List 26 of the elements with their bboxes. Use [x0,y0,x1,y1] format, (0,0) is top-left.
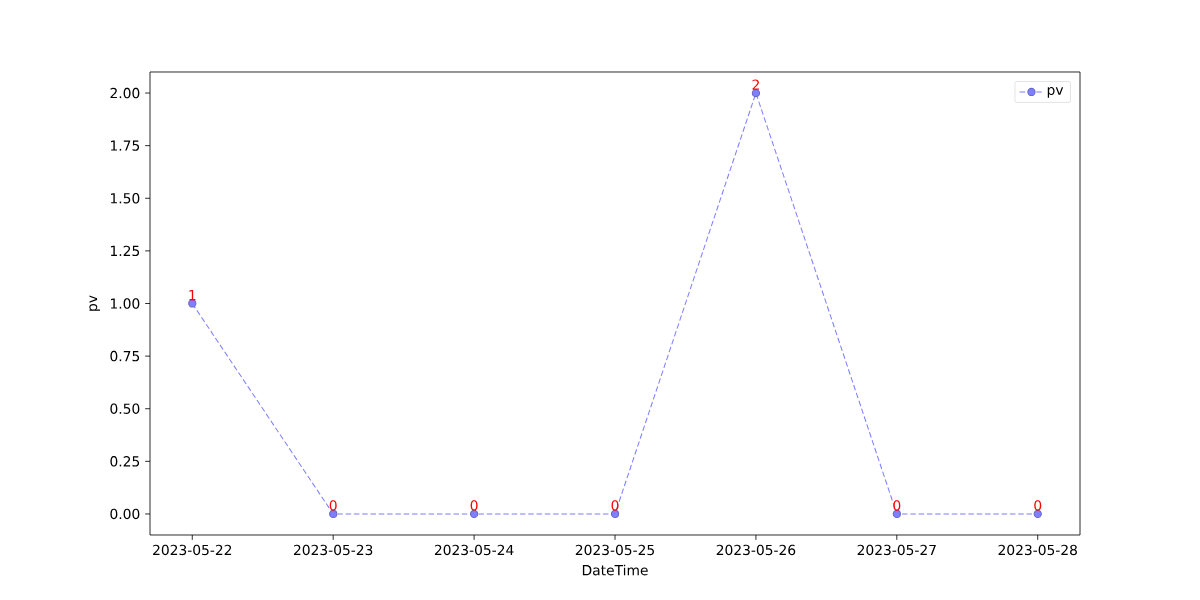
y-tick-label: 1.00 [110,298,140,309]
x-axis-title: DateTime [582,564,648,576]
data-label: 0 [893,500,901,511]
x-tick-label: 2023-05-25 [575,544,654,556]
y-tick-label: 1.50 [110,193,140,204]
y-tick-label: 0.50 [110,403,140,414]
legend-label: pv [1047,87,1064,98]
data-label: 1 [189,290,196,301]
x-tick-label: 2023-05-28 [998,544,1077,556]
y-tick-label: 1.75 [110,140,140,151]
y-tick-label: 1.25 [110,245,140,257]
y-tick-label: 2.00 [110,87,140,99]
y-axis-title: pv [89,295,100,311]
x-tick-label: 2023-05-27 [857,544,936,556]
data-label: 0 [470,500,478,511]
data-label: 0 [329,500,337,511]
data-label: 2 [752,79,759,90]
x-tick-label: 2023-05-26 [716,544,796,556]
data-label: 0 [1034,500,1042,511]
x-tick-label: 2023-05-22 [153,544,232,556]
x-tick-label: 2023-05-24 [434,544,514,556]
data-label: 0 [611,500,619,511]
y-tick-label: 0.75 [110,350,140,362]
y-tick-label: 0.25 [110,456,140,467]
x-tick-label: 2023-05-23 [294,544,373,556]
y-tick-label: 0.00 [110,508,140,520]
